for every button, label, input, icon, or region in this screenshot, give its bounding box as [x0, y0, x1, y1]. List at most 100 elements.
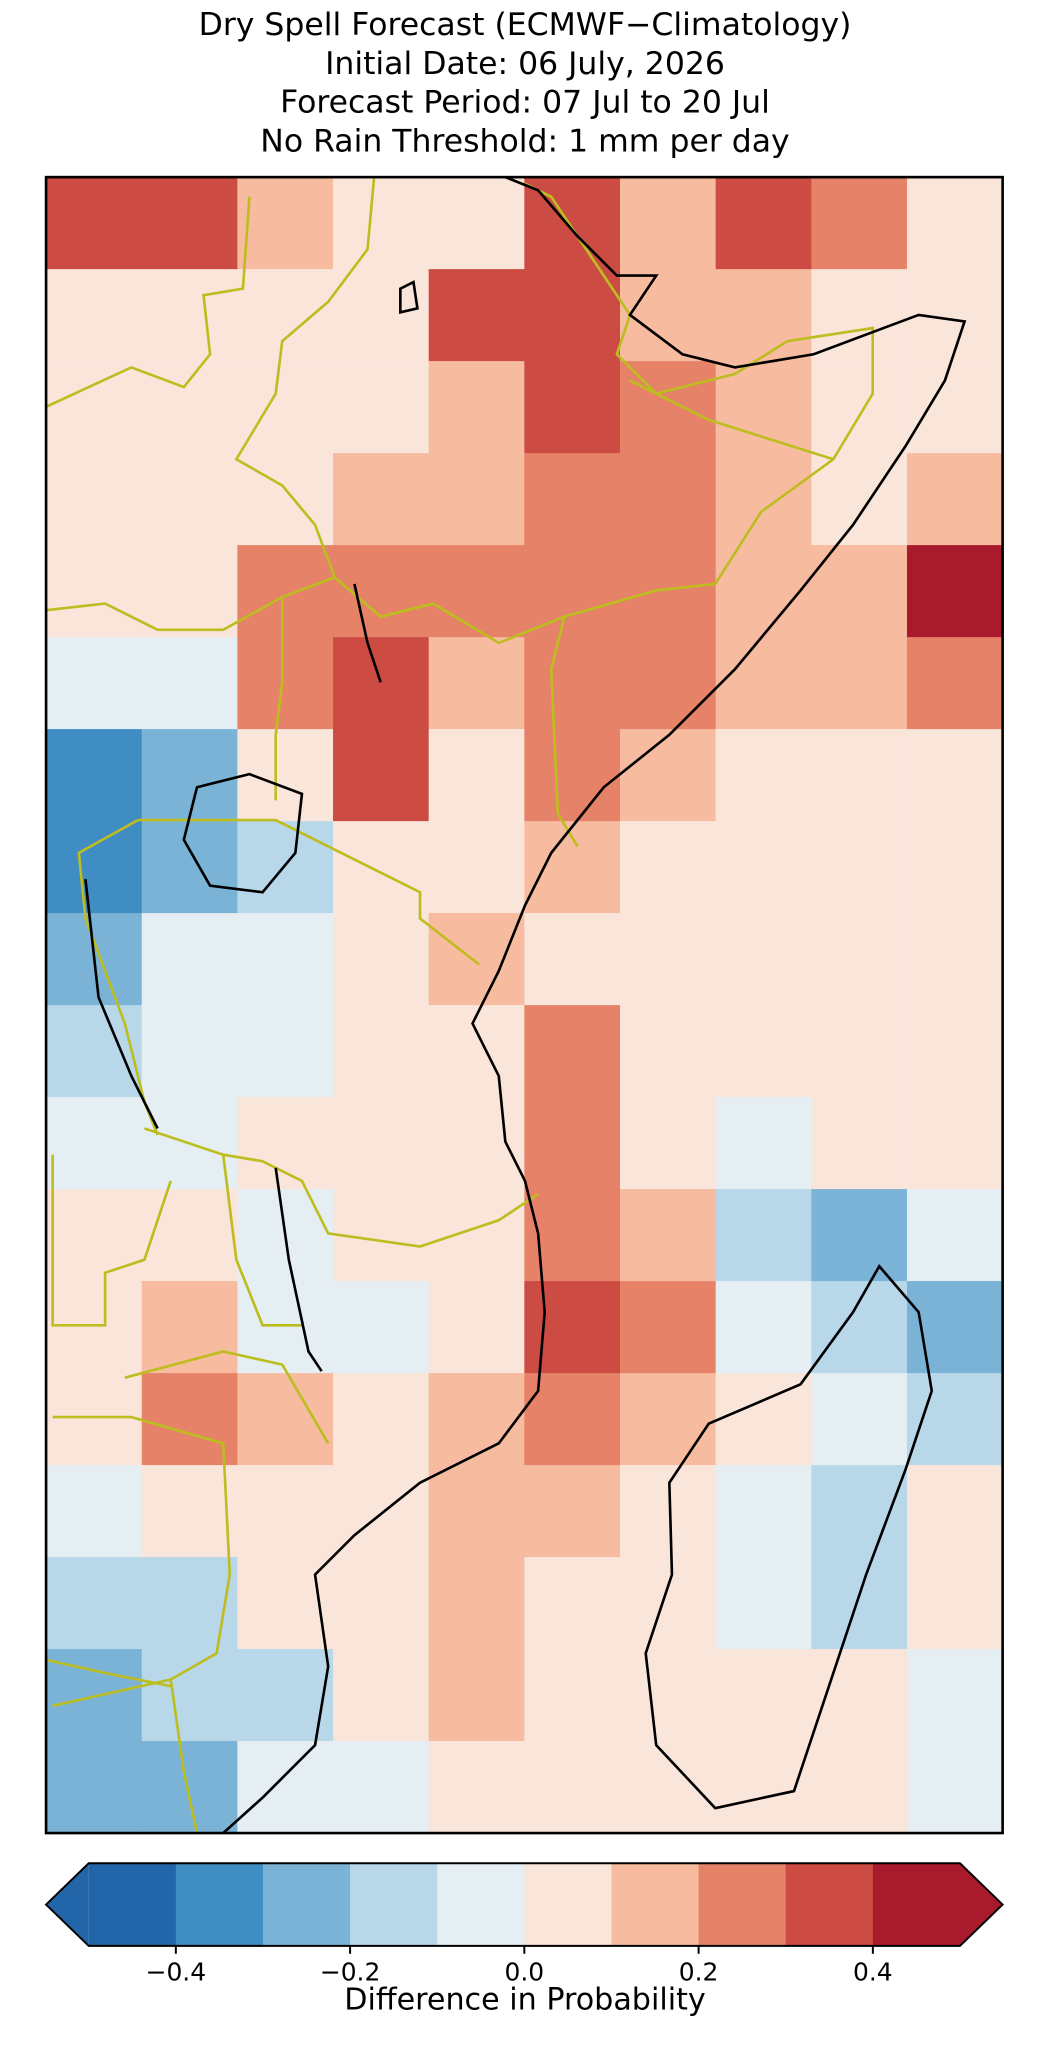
border [45, 177, 875, 1834]
title-line: Forecast Period: 07 Jul to 20 Jul [280, 85, 770, 121]
grid-cell [428, 1097, 525, 1190]
colorbar-tick-label: −0.2 [320, 1957, 381, 1986]
grid-cell [141, 1281, 239, 1374]
grid-cell [141, 1373, 239, 1466]
grid-cell [811, 361, 908, 454]
grid-cell [333, 177, 430, 270]
grid-cell [906, 1649, 1004, 1742]
grid-cell [715, 269, 812, 362]
grid-cell [428, 269, 525, 362]
grid-cell [141, 1557, 239, 1650]
grid-cell [906, 637, 1004, 730]
title-line: Initial Date: 06 July, 2026 [325, 46, 725, 82]
grid-cell [428, 1557, 525, 1650]
grid-cell [906, 1465, 1004, 1558]
grid-cell [46, 1281, 143, 1374]
grid-cell [46, 1373, 143, 1466]
grid-cell [715, 1465, 812, 1558]
grid-cell [141, 269, 239, 362]
grid-cell [333, 1281, 430, 1374]
grid-cell [811, 1281, 908, 1374]
grid-cell [906, 361, 1004, 454]
colorbar-bin [872, 1863, 961, 1946]
grid-cell [619, 361, 717, 454]
grid-cell [46, 1097, 143, 1190]
grid-cell [333, 1741, 430, 1834]
grid-cell [715, 1097, 812, 1190]
grid-cell [46, 453, 143, 546]
grid-cell [333, 913, 430, 1006]
grid-cell [428, 1465, 525, 1558]
grid-cell [524, 1557, 621, 1650]
title-line: No Rain Threshold: 1 mm per day [260, 123, 789, 159]
grid-cell [811, 1005, 908, 1098]
colorbar-bin [88, 1863, 177, 1946]
grid-cell [906, 1005, 1004, 1098]
grid-cell [906, 729, 1004, 822]
grid-cell [237, 913, 334, 1006]
grid-cell [141, 913, 239, 1006]
grid-cell [619, 913, 717, 1006]
grid-cell [906, 1557, 1004, 1650]
grid-cell [333, 361, 430, 454]
grid-cell [715, 1005, 812, 1098]
title: Dry Spell Forecast (ECMWF−Climatology)In… [199, 7, 852, 159]
grid-cell [237, 177, 334, 270]
grid-cells [46, 177, 1004, 1834]
grid-cell [46, 729, 143, 822]
grid-cell [619, 1281, 717, 1374]
grid-cell [619, 1005, 717, 1098]
grid-cell [619, 269, 717, 362]
grid-cell [333, 1097, 430, 1190]
grid-cell [619, 1649, 717, 1742]
grid-cell [811, 1741, 908, 1834]
grid-cell [619, 1557, 717, 1650]
grid-cell [524, 1373, 621, 1466]
colorbar-bin [437, 1863, 525, 1946]
grid-cell [715, 177, 812, 270]
grid-cell [811, 545, 908, 638]
grid-cell [141, 1005, 239, 1098]
grid-cell [333, 1005, 430, 1098]
grid-cell [428, 361, 525, 454]
grid-cell [46, 269, 143, 362]
grid-cell [428, 453, 525, 546]
grid-cell [906, 913, 1004, 1006]
grid-cell [619, 1741, 717, 1834]
grid-cell [715, 453, 812, 546]
grid-cell [237, 821, 334, 914]
grid-cell [715, 729, 812, 822]
colorbar-tick-label: 0.4 [853, 1957, 893, 1986]
grid-cell [524, 1097, 621, 1190]
grid-cell [428, 1741, 525, 1834]
grid-cell [428, 1005, 525, 1098]
colorbar-label: Difference in Probability [344, 1983, 706, 2018]
grid-cell [811, 1557, 908, 1650]
grid-cell [333, 545, 430, 638]
grid-cell [619, 637, 717, 730]
lakes [84, 280, 419, 1372]
grid-cell [524, 453, 621, 546]
colorbar: −0.4 −0.2 0.0 0.2 0.4 Difference in Probabili… [44, 1862, 1005, 2018]
grid-cell [237, 1373, 334, 1466]
coastline [222, 175, 967, 1835]
grid-cell [141, 177, 239, 270]
grid-cell [906, 821, 1004, 914]
colorbar-bin [698, 1863, 787, 1946]
grid-cell [333, 1557, 430, 1650]
grid-cell [619, 1189, 717, 1282]
grid-cell [428, 637, 525, 730]
grid-cell [141, 1649, 239, 1742]
grid-cell [141, 1465, 239, 1558]
colorbar-tick-label: 0.2 [679, 1957, 719, 1986]
colorbar-tick-label: 0.0 [505, 1957, 545, 1986]
grid-cell [524, 1741, 621, 1834]
grid-cell [141, 545, 239, 638]
grid-cell [906, 1189, 1004, 1282]
grid-cell [906, 177, 1004, 270]
grid-cell [811, 177, 908, 270]
grid-cell [715, 545, 812, 638]
grid-cell [715, 1281, 812, 1374]
grid-cell [715, 1373, 812, 1466]
